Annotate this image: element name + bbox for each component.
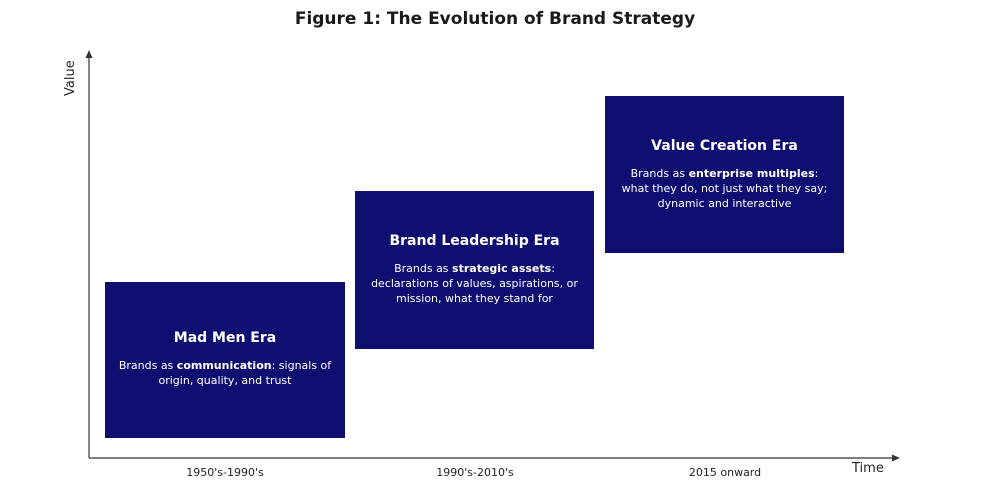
era-desc-suffix: : signals of origin, quality, and trust [158, 359, 332, 387]
period-label: 1950's-1990's [186, 466, 264, 479]
era-desc-suffix: : what they do, not just what they say; … [621, 167, 828, 210]
y-axis-arrow [85, 50, 93, 58]
era-description: Brands as strategic assets: declarations… [367, 261, 582, 306]
era-description: Brands as communication: signals of orig… [117, 358, 333, 388]
era-desc-prefix: Brands as [118, 359, 177, 372]
era-desc-keyword: communication [176, 359, 272, 372]
era-title: Brand Leadership Era [389, 233, 560, 249]
brand-leadership-era-box: Brand Leadership Era Brands as strategic… [355, 191, 594, 349]
era-desc-suffix: : declarations of values, aspirations, o… [371, 262, 578, 305]
y-axis-label: Value [63, 60, 78, 96]
era-desc-keyword: strategic assets [452, 262, 552, 275]
era-title: Mad Men Era [173, 330, 277, 346]
era-desc-keyword: enterprise multiples [688, 167, 815, 180]
period-label: 1990's-2010's [436, 466, 514, 479]
x-axis-label: Time [852, 461, 884, 476]
era-desc-prefix: Brands as [394, 262, 453, 275]
mad-men-era-box: Mad Men Era Brands as communication: sig… [105, 282, 345, 438]
figure-title: Figure 1: The Evolution of Brand Strateg… [294, 9, 696, 29]
era-desc-prefix: Brands as [630, 167, 689, 180]
period-label: 2015 onward [688, 466, 762, 479]
x-axis-arrow [892, 454, 900, 462]
era-description: Brands as enterprise multiples: what the… [617, 166, 832, 211]
value-creation-era-box: Value Creation Era Brands as enterprise … [605, 96, 844, 253]
era-title: Value Creation Era [651, 138, 798, 154]
